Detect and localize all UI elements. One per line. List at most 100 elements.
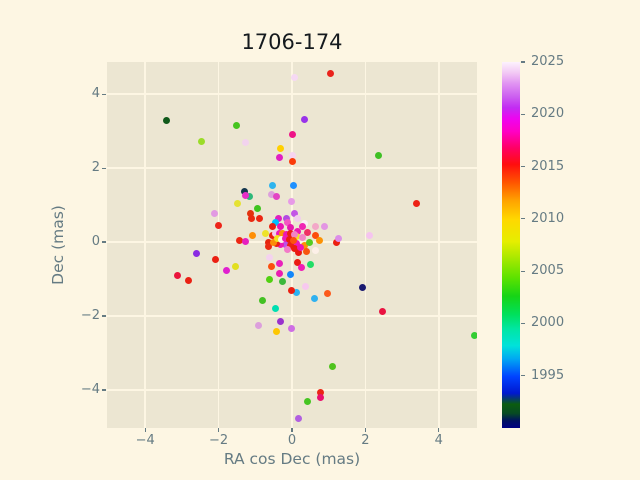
data-point (295, 414, 303, 422)
colorbar-tick-label: 2025 (531, 54, 565, 69)
x-tick-mark (438, 428, 440, 432)
data-point (288, 158, 296, 166)
x-tick-label: 0 (287, 433, 297, 448)
data-point (312, 223, 320, 231)
data-point (292, 289, 300, 297)
data-point (365, 232, 373, 240)
y-tick-label: −2 (80, 307, 100, 323)
colorbar-tick-mark (521, 270, 525, 272)
data-point (288, 197, 296, 205)
data-point (290, 231, 298, 239)
data-point (255, 321, 263, 329)
data-point (302, 282, 310, 290)
x-tick-label: −4 (135, 433, 155, 448)
data-point (295, 248, 303, 256)
colorbar-tick-mark (521, 113, 525, 115)
data-point (274, 235, 282, 243)
data-point (261, 229, 269, 237)
data-point (267, 190, 275, 198)
data-point (276, 260, 284, 268)
x-tick-mark (364, 428, 366, 432)
y-tick-label: 2 (91, 160, 100, 176)
data-point (247, 214, 255, 222)
data-point (296, 244, 304, 252)
data-point (293, 240, 301, 248)
x-axis-label: RA cos Dec (mas) (223, 450, 361, 468)
data-point (222, 266, 230, 274)
data-point (273, 192, 281, 200)
data-point (316, 237, 324, 245)
data-point (192, 250, 200, 258)
data-point (198, 137, 206, 145)
data-point (284, 245, 292, 253)
data-point (326, 69, 334, 77)
data-point (287, 223, 295, 231)
data-point (277, 222, 285, 230)
grid-line-horizontal (107, 389, 477, 391)
data-point (214, 222, 222, 230)
data-point (298, 222, 306, 230)
data-point (301, 116, 309, 124)
colorbar-tick-mark (521, 375, 525, 377)
data-point (242, 238, 250, 246)
data-point (316, 389, 324, 396)
data-point (264, 239, 272, 247)
data-point (273, 327, 281, 335)
data-point (275, 230, 283, 238)
plot-area (107, 62, 477, 428)
y-tick-mark (102, 167, 106, 169)
chart-title: 1706-174 (241, 30, 343, 54)
data-point (233, 200, 241, 208)
data-point (310, 294, 318, 302)
data-point (333, 238, 341, 246)
data-point (320, 222, 328, 230)
data-point (287, 286, 295, 294)
data-point (294, 215, 302, 223)
data-point (298, 234, 306, 242)
data-point (282, 241, 290, 249)
grid-line-vertical (217, 62, 220, 428)
data-point (289, 181, 297, 189)
colorbar-tick-label: 1995 (531, 367, 565, 383)
data-point (249, 231, 257, 239)
data-point (259, 297, 267, 305)
data-point (290, 245, 298, 253)
colorbar-tick-label: 2010 (531, 210, 565, 226)
data-point (233, 122, 241, 130)
colorbar-tick-label: 2020 (531, 106, 565, 122)
data-point (277, 241, 285, 249)
data-point (277, 145, 285, 152)
data-point (270, 238, 278, 246)
grid-line-vertical (438, 62, 440, 428)
data-point (268, 263, 276, 271)
data-point (287, 271, 295, 279)
data-point (254, 204, 262, 212)
x-tick-mark (144, 428, 146, 432)
data-point (358, 284, 366, 292)
data-point (312, 231, 320, 239)
colorbar (502, 62, 520, 428)
data-point (174, 272, 182, 280)
data-point (268, 231, 276, 239)
colorbar-tick-mark (521, 61, 525, 63)
data-point (303, 398, 311, 406)
data-point (302, 247, 310, 255)
y-tick-mark (102, 93, 106, 95)
y-axis-label: Dec (mas) (49, 205, 67, 285)
data-point (246, 193, 254, 201)
data-point (317, 393, 325, 401)
data-point (298, 264, 306, 272)
data-point (289, 236, 297, 244)
data-point (287, 324, 295, 332)
data-point (275, 154, 283, 162)
data-point (247, 210, 255, 218)
grid-line-horizontal (107, 167, 477, 169)
data-point (288, 151, 296, 159)
x-tick-mark (291, 428, 293, 432)
grid-line-horizontal (107, 93, 477, 95)
y-tick-mark (102, 241, 106, 243)
data-point (265, 243, 272, 251)
data-point (328, 363, 336, 371)
x-tick-label: −2 (208, 433, 229, 448)
